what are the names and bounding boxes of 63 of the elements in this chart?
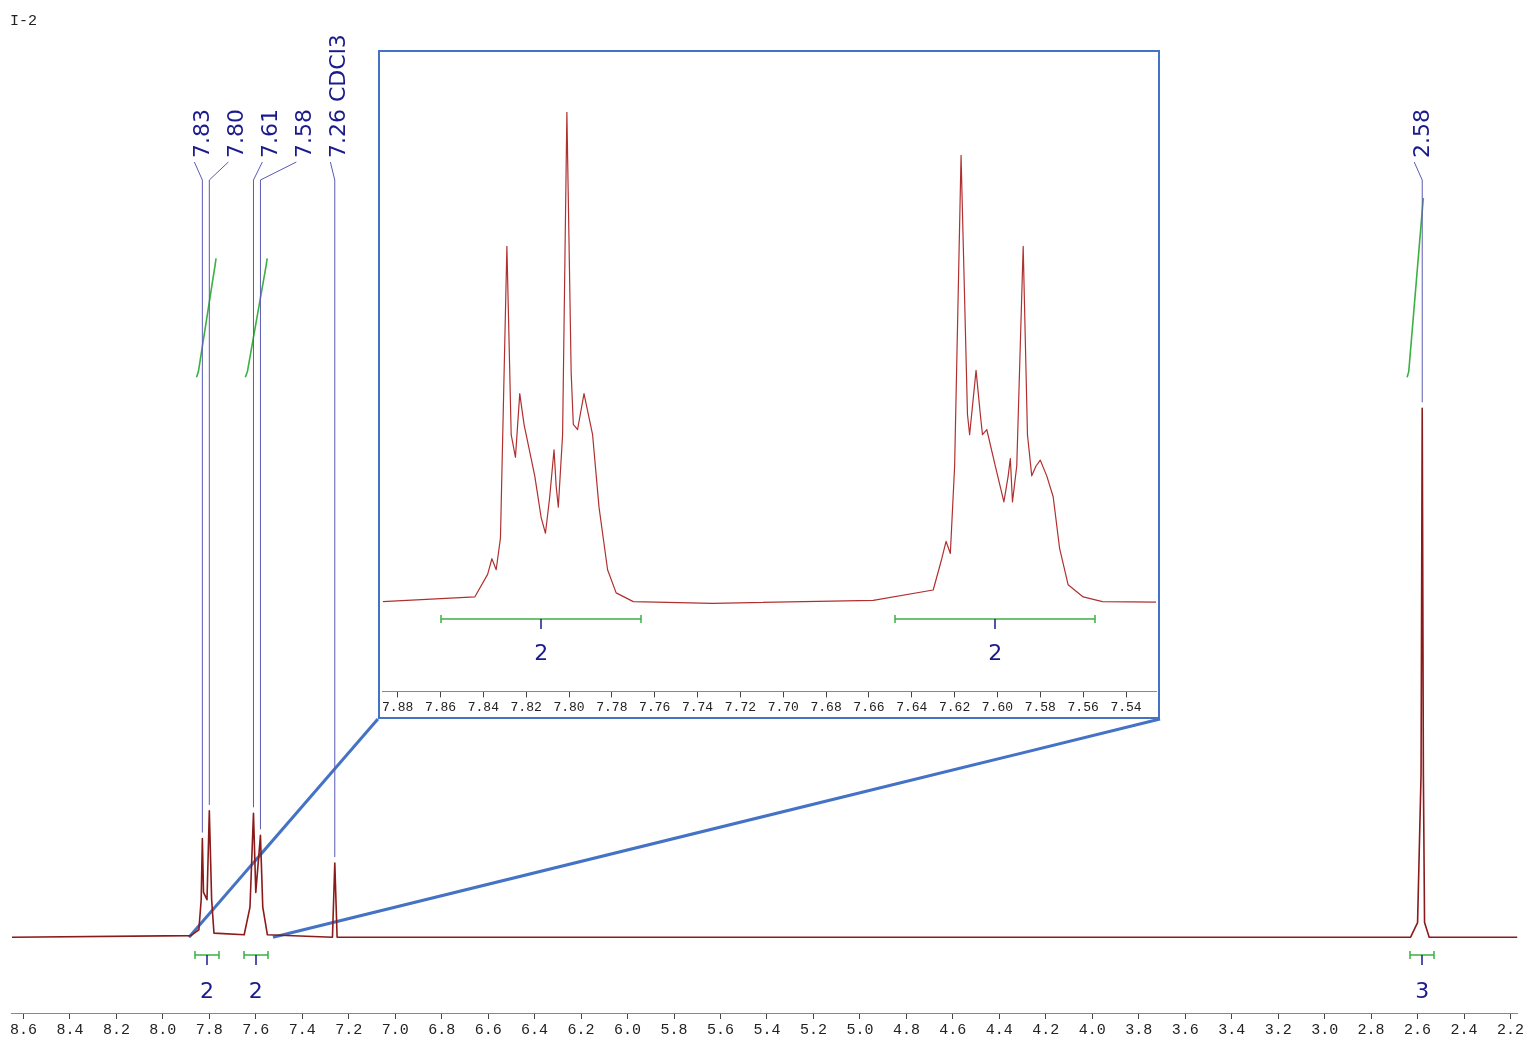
x-tick-label: 2.4 — [1450, 1021, 1478, 1039]
x-tick-label: 7.70 — [767, 699, 799, 715]
x-tick-label: 3.2 — [1264, 1021, 1292, 1039]
x-tick-label: 5.2 — [799, 1021, 827, 1039]
annotation: 2.58 — [1408, 109, 1434, 158]
x-tick-label: 3.6 — [1171, 1021, 1199, 1039]
x-tick-label: 4.8 — [892, 1021, 920, 1039]
x-tick-label: 7.68 — [810, 699, 842, 715]
x-tick-label: 6.8 — [428, 1021, 456, 1039]
x-tick-label: 5.6 — [707, 1021, 735, 1039]
x-tick-label: 8.4 — [56, 1021, 84, 1039]
x-tick-label: 7.72 — [724, 699, 757, 715]
x-tick-label: 7.2 — [335, 1021, 363, 1039]
x-tick-label: 7.74 — [681, 699, 714, 715]
x-tick-label: 6.2 — [567, 1021, 595, 1039]
x-tick-label: 7.78 — [596, 699, 628, 715]
annotation: 2 — [988, 640, 1003, 666]
x-tick-label: 2.6 — [1404, 1021, 1432, 1039]
x-tick-label: 4.4 — [985, 1021, 1013, 1039]
x-tick-label: 4.0 — [1078, 1021, 1106, 1039]
x-tick-label: 5.8 — [660, 1021, 688, 1039]
x-tick-label: 7.80 — [553, 699, 585, 715]
x-tick-label: 6.4 — [521, 1021, 549, 1039]
x-tick-label: 7.4 — [288, 1021, 316, 1039]
x-tick-label: 7.6 — [242, 1021, 270, 1039]
annotation: 2 — [248, 977, 263, 1003]
text: I-2 — [10, 13, 38, 31]
x-tick-label: 8.2 — [102, 1021, 130, 1039]
x-tick-label: 7.60 — [981, 699, 1014, 715]
x-tick-label: 7.64 — [896, 699, 928, 715]
annotation: 7.61 — [257, 109, 283, 158]
x-tick-label: 3.8 — [1125, 1021, 1153, 1039]
annotation: 2 — [534, 640, 549, 666]
x-tick-label: 3.4 — [1218, 1021, 1246, 1039]
x-tick-label: 2.2 — [1497, 1021, 1525, 1039]
x-tick-label: 7.86 — [424, 699, 457, 715]
x-tick-label: 7.62 — [939, 699, 971, 715]
x-tick-label: 7.84 — [467, 699, 500, 715]
x-tick-label: 5.4 — [753, 1021, 781, 1039]
x-tick-label: 2.8 — [1357, 1021, 1385, 1039]
x-tick-label: 3.0 — [1311, 1021, 1339, 1039]
annotation: 7.83 — [189, 109, 215, 158]
annotation: 7.58 — [291, 109, 317, 158]
x-tick-label: 6.6 — [474, 1021, 502, 1039]
x-tick-label: 7.56 — [1067, 699, 1099, 715]
x-tick-label: 5.0 — [846, 1021, 874, 1039]
annotation: 7.80 — [223, 109, 249, 158]
x-tick-label: 7.8 — [195, 1021, 223, 1039]
annotation: 7.26 CDCl3 — [325, 34, 351, 158]
x-tick-label: 4.2 — [1032, 1021, 1060, 1039]
annotation: 3 — [1415, 977, 1430, 1003]
x-tick-label: 8.6 — [9, 1021, 37, 1039]
x-tick-label: 4.6 — [939, 1021, 967, 1039]
x-tick-label: 8.0 — [149, 1021, 177, 1039]
annotation: 2 — [200, 977, 214, 1003]
x-tick-label: 7.58 — [1024, 699, 1056, 715]
x-tick-label: 7.0 — [381, 1021, 409, 1039]
x-tick-label: 7.54 — [1110, 699, 1142, 715]
x-tick-label: 6.0 — [614, 1021, 642, 1039]
x-tick-label: 7.82 — [510, 699, 542, 715]
x-tick-label: 7.66 — [853, 699, 885, 715]
x-tick-label: 7.88 — [382, 699, 414, 715]
x-tick-label: 7.76 — [639, 699, 671, 715]
